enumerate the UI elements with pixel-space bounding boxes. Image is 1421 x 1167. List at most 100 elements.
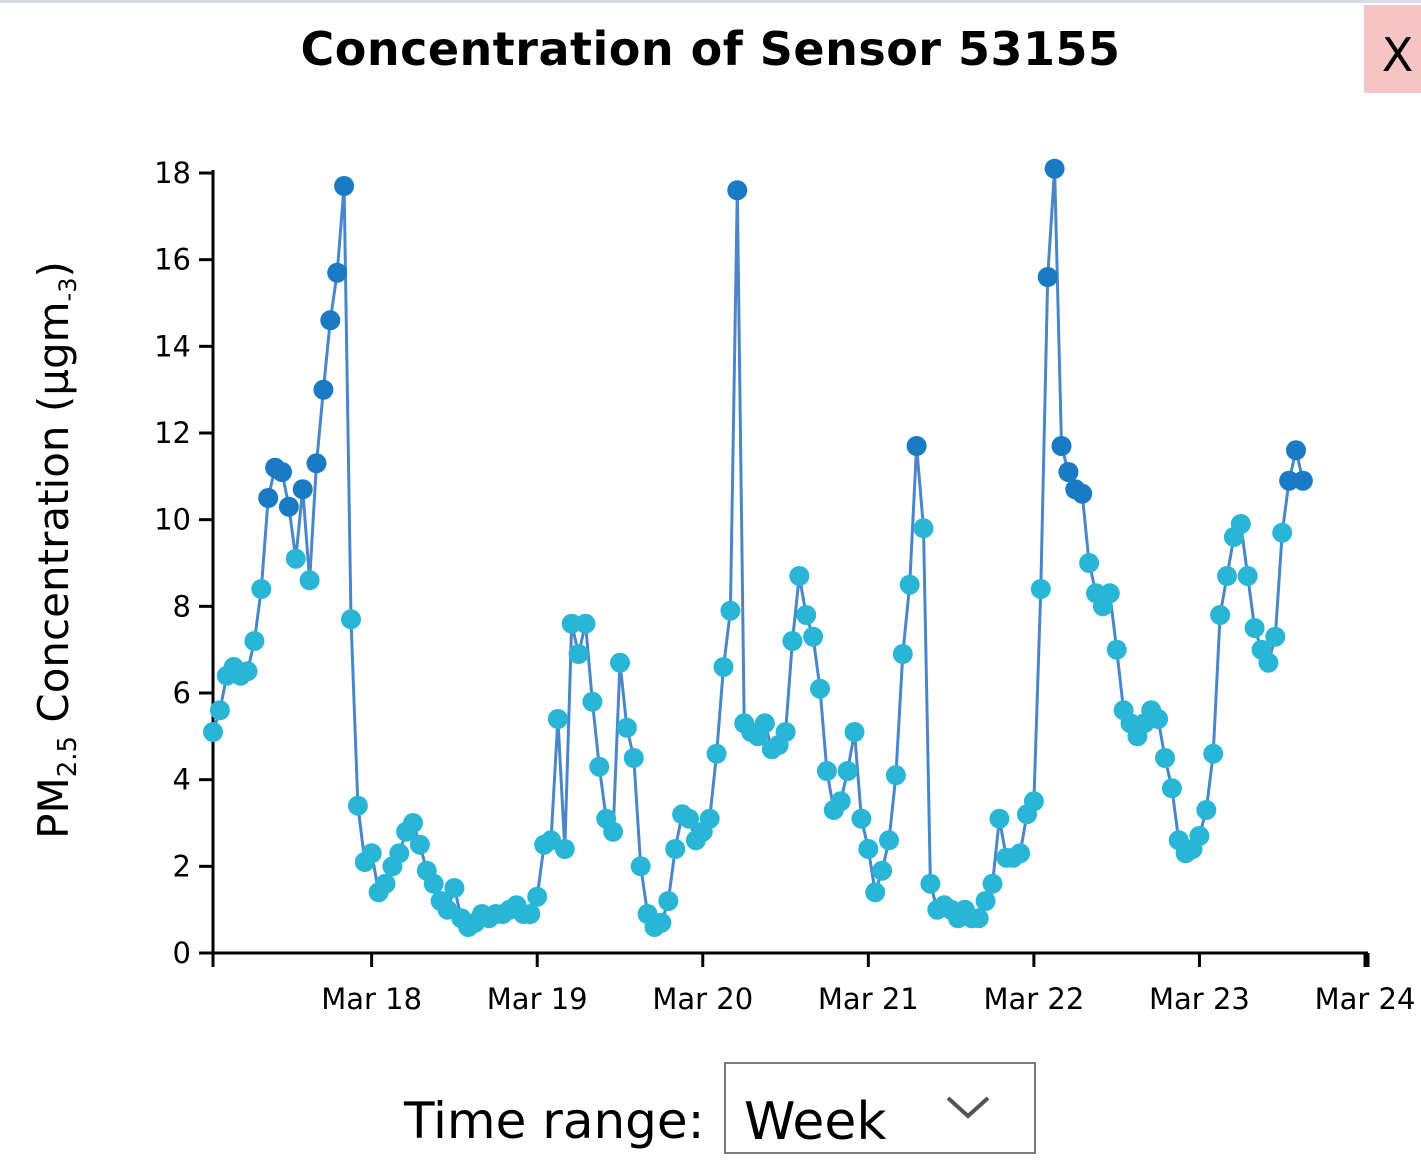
data-point <box>775 722 796 742</box>
data-point <box>423 873 444 894</box>
data-point <box>630 856 651 877</box>
data-point <box>913 518 934 539</box>
data-point <box>720 600 741 621</box>
time-range-value: Week <box>744 1092 887 1152</box>
data-point <box>623 748 644 768</box>
data-point <box>1203 743 1224 764</box>
data-point <box>272 462 292 482</box>
data-point <box>554 839 575 859</box>
data-point <box>1189 826 1210 846</box>
data-point <box>375 873 396 894</box>
data-point <box>727 180 748 201</box>
data-point <box>237 661 258 682</box>
data-point <box>1072 483 1093 504</box>
data-point <box>1030 579 1051 599</box>
chart-title: Concentration of Sensor 53155 <box>300 22 1121 76</box>
data-point <box>1210 605 1231 625</box>
y-label-text: ) <box>29 261 78 277</box>
data-point <box>1292 470 1313 491</box>
data-point <box>810 678 830 699</box>
y-tick-label: 10 <box>154 503 191 537</box>
y-tick-label: 8 <box>173 589 191 623</box>
data-point <box>1237 566 1258 586</box>
data-point <box>561 613 582 634</box>
data-point <box>1037 267 1058 287</box>
data-point <box>699 808 720 829</box>
close-button[interactable]: X <box>1364 5 1421 93</box>
data-point <box>1099 583 1120 604</box>
data-point <box>906 436 927 456</box>
data-point <box>409 834 430 855</box>
x-axis: Mar 18 Mar 19 Mar 20 Mar 21 Mar 22 Mar 23 Mar … <box>211 951 1416 1016</box>
data-point <box>1265 626 1286 647</box>
data-point <box>1155 748 1175 768</box>
data-point <box>892 644 913 664</box>
data-point <box>885 765 906 786</box>
data-point <box>603 821 624 842</box>
data-point <box>444 878 465 898</box>
data-point <box>575 613 596 634</box>
data-point <box>568 644 589 664</box>
data-point <box>679 808 699 829</box>
x-tick-label: Mar 24 <box>1315 982 1416 1016</box>
data-point <box>899 574 920 595</box>
data-point <box>1044 158 1065 179</box>
data-point <box>1010 843 1031 864</box>
time-range-dropdown[interactable]: Week <box>724 1062 1036 1154</box>
data-point <box>389 843 410 864</box>
pm25-line-chart: 0 2 4 6 8 10 12 14 16 18 Mar 18 Mar 19 Mar 20 Mar 21… <box>29 156 1416 1016</box>
x-tick-label: Mar 22 <box>983 982 1084 1016</box>
data-point <box>209 700 230 721</box>
data-point <box>706 743 727 764</box>
data-point <box>651 912 672 933</box>
data-point <box>1286 440 1306 461</box>
y-tick-label: 16 <box>154 243 191 277</box>
data-point <box>1217 566 1237 586</box>
y-axis-label: PM2.5 Concentration (µgm-3) <box>29 261 83 839</box>
y-tick-label: 4 <box>173 763 191 797</box>
data-point <box>616 717 637 738</box>
data-point <box>968 908 989 929</box>
series-line <box>211 167 1305 929</box>
y-label-text: PM <box>29 777 78 839</box>
data-point <box>754 713 775 734</box>
data-point <box>320 310 341 331</box>
data-point <box>299 570 320 591</box>
data-point <box>341 609 361 630</box>
data-point <box>610 652 630 673</box>
data-point <box>520 904 541 924</box>
data-point <box>1258 652 1279 673</box>
data-point <box>975 891 996 911</box>
y-tick-label: 14 <box>154 329 191 363</box>
data-point <box>865 882 886 903</box>
data-point <box>816 761 837 781</box>
data-point <box>278 496 299 517</box>
data-point <box>1051 436 1072 456</box>
data-point <box>313 379 334 400</box>
x-tick-label: Mar 23 <box>1149 982 1250 1016</box>
data-point <box>1230 514 1251 534</box>
data-point <box>1023 791 1044 812</box>
data-point <box>1058 462 1079 482</box>
data-point <box>789 566 810 586</box>
data-point <box>782 631 803 651</box>
data-point <box>547 709 568 729</box>
data-point <box>361 843 382 864</box>
data-point <box>327 262 348 283</box>
x-tick-label: Mar 21 <box>818 982 919 1016</box>
data-point <box>285 548 306 569</box>
chevron-down-icon <box>946 1096 990 1119</box>
window-top-border <box>0 0 1421 3</box>
x-tick-label: Mar 20 <box>652 982 753 1016</box>
data-point <box>982 873 1003 894</box>
data-point <box>306 453 327 474</box>
data-point <box>403 813 423 833</box>
data-point <box>920 873 941 894</box>
data-point <box>844 722 865 742</box>
data-point <box>1244 618 1265 638</box>
close-icon: X <box>1381 28 1414 82</box>
data-point <box>589 756 610 777</box>
data-point <box>989 808 1010 829</box>
data-point <box>879 830 899 851</box>
y-label-subscript: 2.5 <box>53 736 83 777</box>
